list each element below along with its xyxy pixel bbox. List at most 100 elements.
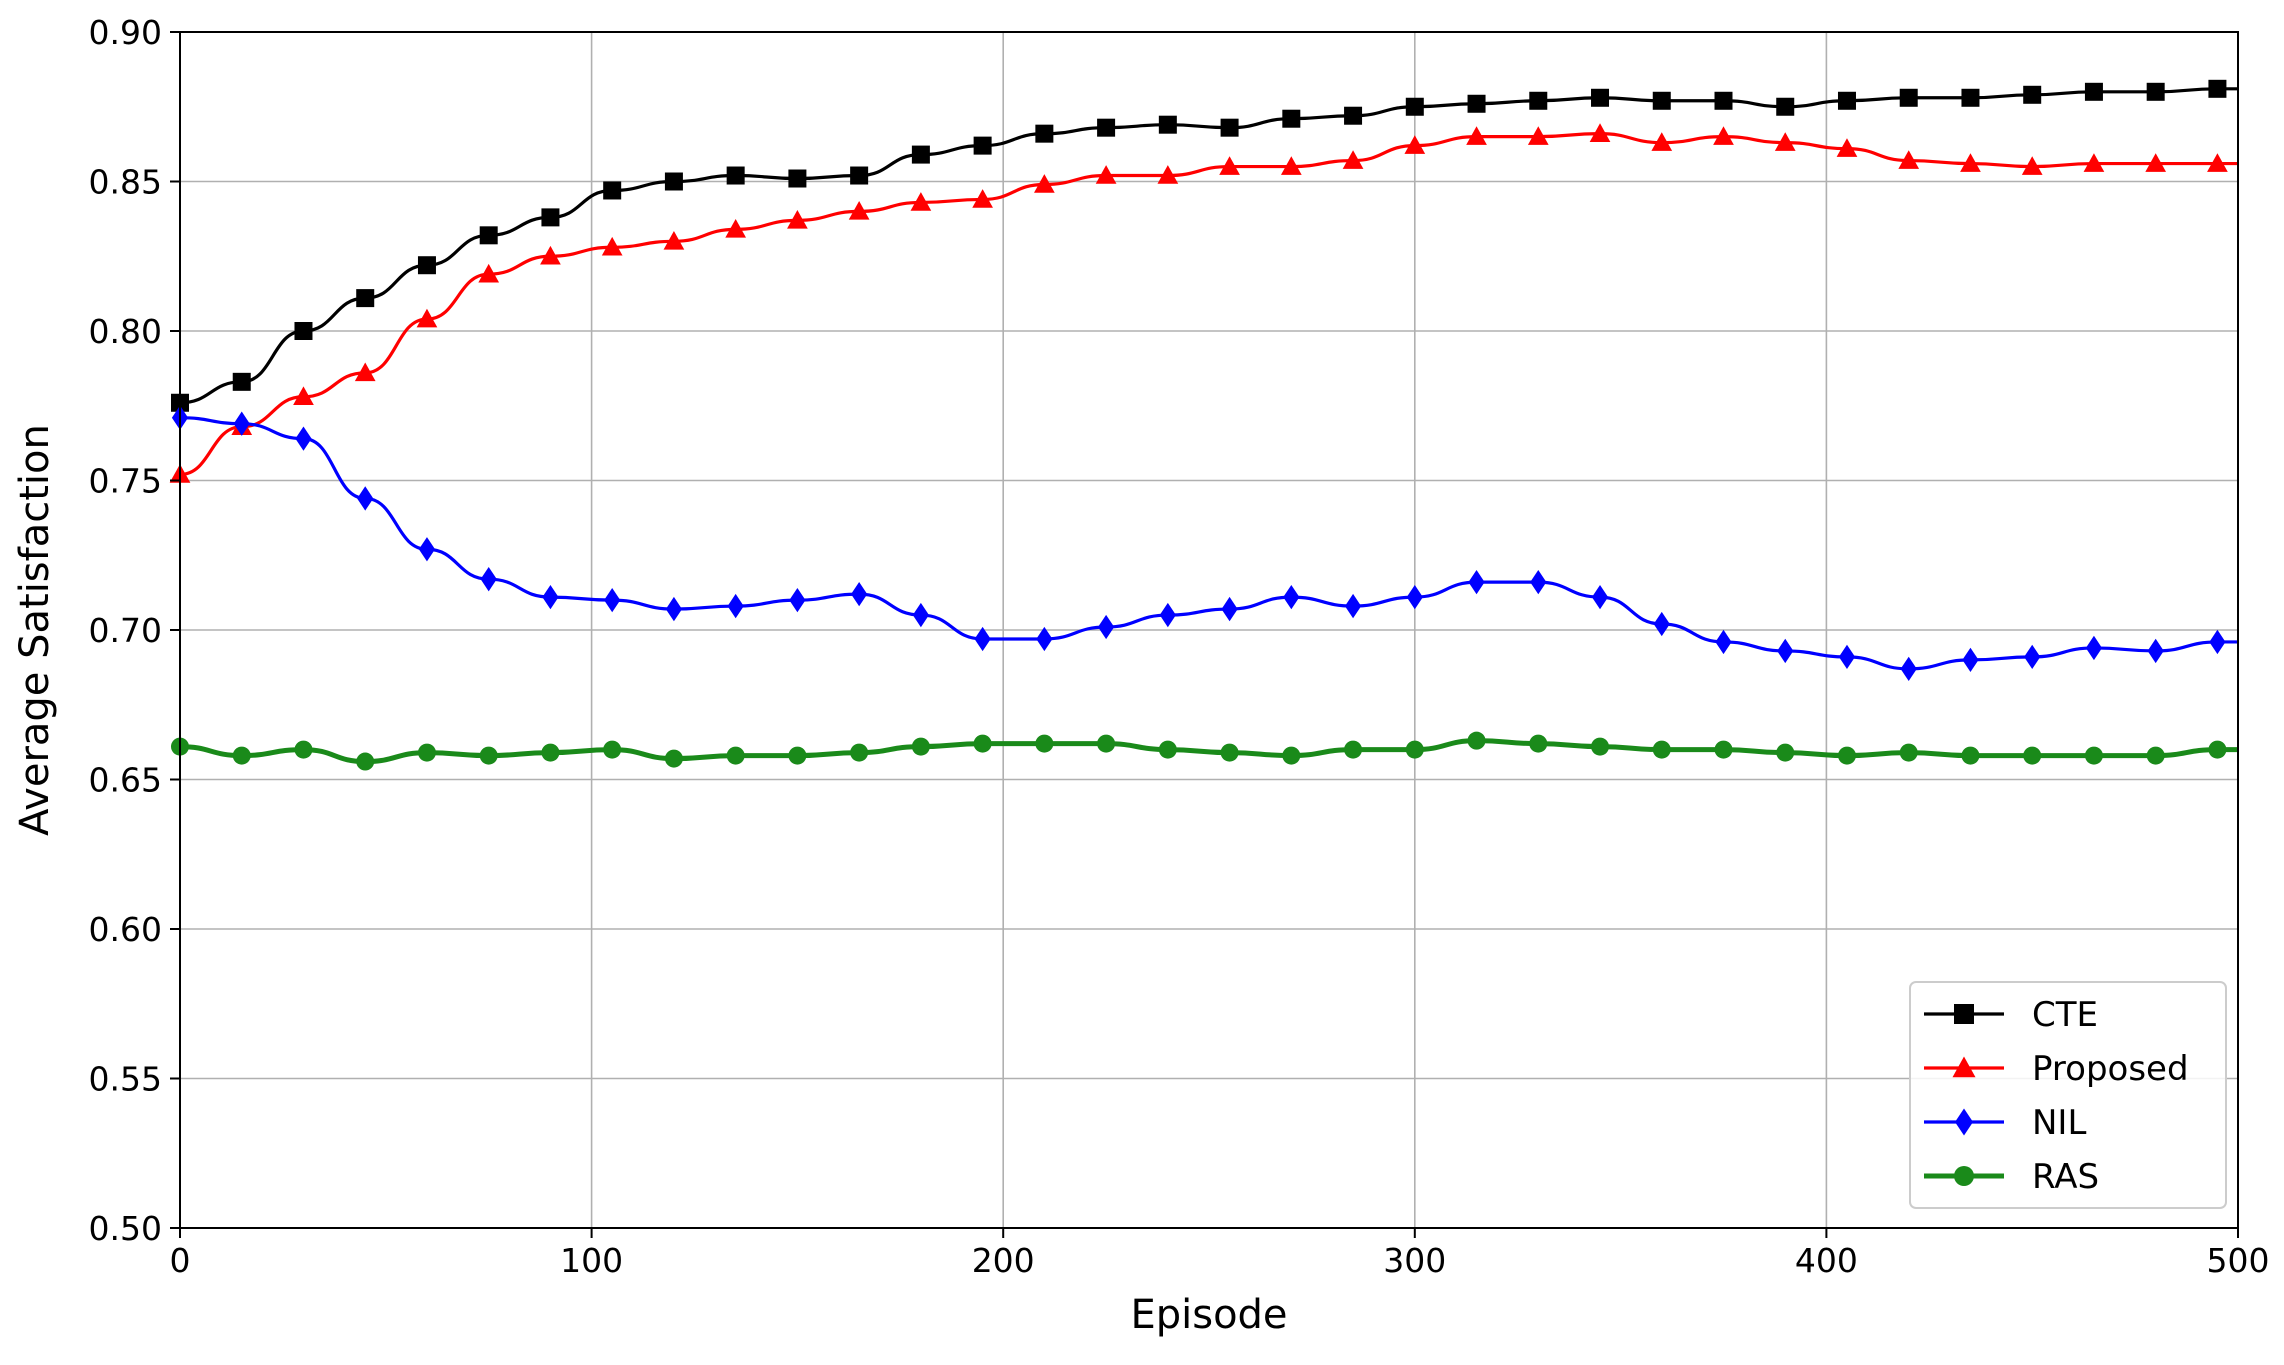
legend-marker (1954, 1166, 1974, 1186)
data-point (540, 245, 561, 265)
data-point (1653, 611, 1670, 637)
data-point (1405, 97, 1424, 116)
data-point (356, 752, 375, 771)
data-point (293, 386, 314, 406)
data-point (1220, 743, 1239, 762)
legend-label: RAS (2032, 1157, 2099, 1197)
data-point (727, 593, 744, 619)
data-point (2145, 153, 2167, 172)
data-point (2208, 740, 2227, 759)
data-point (1158, 740, 1177, 759)
data-point (1591, 737, 1610, 756)
data-point (1220, 118, 1239, 137)
data-point (478, 263, 500, 283)
data-point (233, 411, 250, 436)
data-point (601, 236, 623, 256)
x-tick-label: 400 (1795, 1241, 1858, 1280)
data-point (1714, 740, 1733, 759)
data-point (972, 189, 993, 208)
data-point (1837, 91, 1856, 110)
data-point (1283, 584, 1300, 610)
data-point (1280, 156, 1302, 175)
data-point (1467, 94, 1486, 113)
data-point (1962, 647, 1979, 673)
data-point (2085, 635, 2103, 661)
data-point (1589, 123, 1611, 142)
data-point (664, 172, 683, 191)
data-point (788, 169, 807, 188)
data-point (911, 737, 930, 756)
data-point (1961, 746, 1980, 765)
data-point (603, 740, 622, 759)
legend-item: NIL (1924, 1103, 2086, 1143)
y-tick-label: 0.75 (89, 462, 162, 501)
x-tick-label: 300 (1383, 1241, 1446, 1280)
data-point (1837, 746, 1856, 765)
data-point (1034, 174, 1055, 193)
data-point (1715, 629, 1732, 655)
data-point (1282, 109, 1301, 128)
data-point (356, 289, 375, 308)
data-point (1035, 734, 1054, 753)
y-tick-label: 0.70 (89, 611, 162, 650)
data-point (911, 145, 930, 164)
data-point (232, 746, 251, 765)
data-point (357, 486, 374, 511)
data-point (1159, 602, 1176, 628)
legend-item: RAS (1924, 1157, 2099, 1197)
data-point (2208, 79, 2227, 98)
axis-ticks: 0 100 200 300 400 500 0.50 0.55 0.60 0.65 0.70 0.75… (89, 13, 2270, 1280)
x-tick-label: 500 (2207, 1241, 2270, 1280)
y-tick-label: 0.55 (89, 1060, 162, 1099)
data-point (1097, 734, 1116, 753)
data-point (1219, 156, 1240, 175)
y-axis-label: Average Satisfaction (12, 424, 58, 836)
data-point (1838, 644, 1856, 670)
data-point (1097, 118, 1116, 137)
data-point (232, 372, 251, 391)
series-proposed (169, 123, 2238, 483)
data-point (1899, 743, 1918, 762)
series-ras (171, 731, 2238, 771)
data-point (294, 740, 313, 759)
data-point (974, 626, 991, 652)
data-point (2209, 629, 2226, 655)
data-point (1651, 132, 1673, 151)
legend-label: NIL (2032, 1103, 2086, 1143)
y-tick-label: 0.50 (89, 1209, 162, 1248)
data-point (1282, 746, 1301, 765)
data-point (787, 210, 808, 229)
series-line (179, 87, 2238, 405)
legend-box (1909, 981, 2227, 1209)
data-point (2023, 85, 2042, 104)
data-point (2146, 746, 2165, 765)
data-point (417, 256, 436, 275)
data-point (479, 226, 498, 245)
x-tick-label: 0 (170, 1241, 191, 1280)
data-point (665, 596, 683, 622)
data-point (294, 322, 313, 340)
data-point (2147, 638, 2164, 664)
data-point (1776, 97, 1795, 116)
y-tick-label: 0.90 (89, 13, 162, 52)
series-nil (171, 405, 2238, 682)
series-line (179, 132, 2238, 477)
y-tick-label: 0.60 (89, 910, 162, 949)
data-point (663, 230, 685, 250)
data-point (1652, 740, 1671, 759)
data-point (725, 218, 747, 238)
series-layer (169, 79, 2238, 771)
data-point (1158, 115, 1177, 134)
data-point (848, 201, 870, 220)
data-point (1960, 153, 1981, 172)
series-line (179, 416, 2238, 671)
data-point (1036, 626, 1053, 652)
data-point (726, 166, 745, 185)
data-point (850, 166, 869, 185)
data-point (2146, 82, 2165, 101)
data-point (1777, 638, 1794, 664)
x-axis-label: Episode (1130, 1292, 1287, 1338)
x-tick-label: 200 (972, 1241, 1035, 1280)
data-point (1529, 734, 1548, 753)
